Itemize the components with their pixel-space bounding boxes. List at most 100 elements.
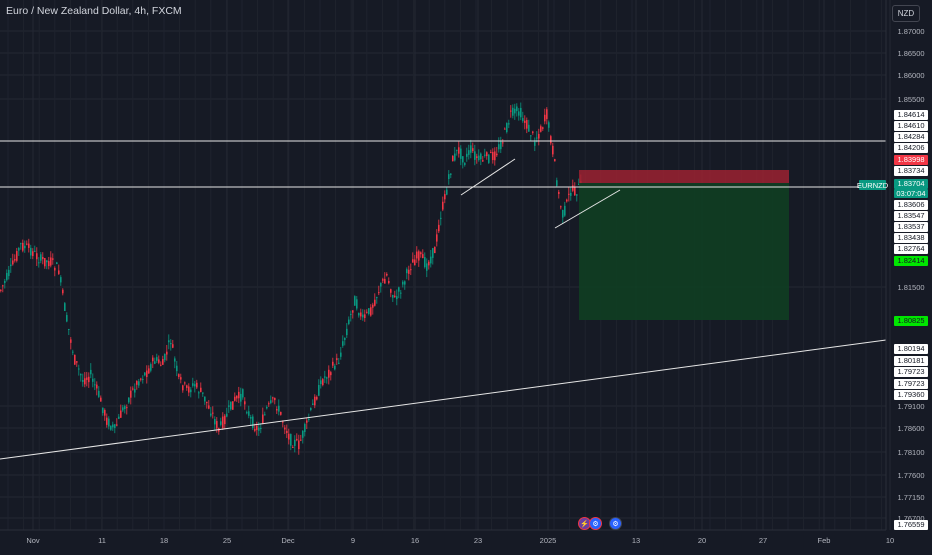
long-trend-line[interactable]: [0, 339, 887, 460]
candle-body: [310, 407, 312, 411]
candle-body: [436, 234, 438, 242]
price-label[interactable]: 1.84614: [894, 110, 928, 120]
price-label[interactable]: 1.80181: [894, 356, 928, 366]
candle-body: [558, 191, 560, 195]
candle-body: [324, 376, 326, 378]
candle-body: [24, 245, 26, 249]
candle-body: [138, 381, 140, 386]
price-label[interactable]: 1.83438: [894, 233, 928, 243]
candle-body: [276, 409, 278, 411]
bar-countdown: 03:07:04: [894, 189, 928, 198]
price-label[interactable]: 1.79360: [894, 390, 928, 400]
price-label[interactable]: 1.83547: [894, 211, 928, 221]
candle-body: [352, 310, 354, 313]
price-label[interactable]: 1.84610: [894, 121, 928, 131]
candle-body: [438, 224, 440, 232]
candle-body: [118, 416, 120, 419]
stop-loss-price-label[interactable]: 1.83998: [894, 155, 928, 165]
candle-body: [476, 156, 478, 158]
candle-body: [168, 340, 170, 343]
time-tick-label: 27: [759, 536, 767, 545]
candle-body: [396, 296, 398, 300]
last-price-label[interactable]: 1.83704: [894, 179, 928, 189]
candle-body: [136, 381, 138, 385]
price-label[interactable]: 1.79723: [894, 379, 928, 389]
candle-body: [468, 150, 470, 155]
candle-body: [162, 359, 164, 365]
candle-body: [342, 341, 344, 346]
price-label[interactable]: 1.79723: [894, 367, 928, 377]
price-tick-label: 1.87000: [897, 27, 924, 36]
candle-body: [550, 136, 552, 144]
price-label[interactable]: 1.84206: [894, 143, 928, 153]
settings-icon[interactable]: ⚙: [609, 517, 622, 530]
candle-body: [484, 154, 486, 156]
price-label[interactable]: 1.83734: [894, 166, 928, 176]
candle-body: [100, 397, 102, 402]
candle-body: [134, 388, 136, 393]
candle-body: [48, 261, 50, 267]
candle-body: [174, 358, 176, 362]
candle-body: [166, 351, 168, 355]
candle-body: [44, 258, 46, 267]
time-tick-label: 9: [351, 536, 355, 545]
candle-body: [18, 247, 20, 251]
candle-body: [460, 148, 462, 159]
take-profit-price-label[interactable]: 1.80825: [894, 316, 928, 326]
candle-body: [206, 401, 208, 404]
candle-body: [204, 396, 206, 402]
candle-body: [128, 397, 130, 403]
candle-body: [130, 390, 132, 398]
candle-body: [480, 153, 482, 160]
candle-body: [178, 374, 180, 377]
candle-body: [156, 357, 158, 361]
candle-body: [498, 144, 500, 150]
price-label[interactable]: 1.82764: [894, 244, 928, 254]
candle-body: [450, 173, 452, 175]
candle-body: [72, 351, 74, 353]
price-label[interactable]: 1.83606: [894, 200, 928, 210]
price-label[interactable]: 1.84284: [894, 132, 928, 142]
candle-body: [246, 412, 248, 414]
candle-body: [346, 328, 348, 336]
candle-body: [448, 174, 450, 180]
candle-body: [326, 377, 328, 379]
candle-body: [350, 313, 352, 315]
candle-body: [296, 438, 298, 441]
candle-body: [74, 354, 76, 365]
price-label[interactable]: 1.80194: [894, 344, 928, 354]
stop-loss-zone[interactable]: [579, 170, 789, 183]
candle-body: [380, 282, 382, 287]
candle-body: [562, 209, 564, 218]
symbol-title[interactable]: Euro / New Zealand Dollar, 4h, FXCM: [6, 5, 182, 17]
price-label[interactable]: 1.83537: [894, 222, 928, 232]
candle-body: [196, 382, 198, 388]
candle-body: [82, 379, 84, 382]
price-tick-label: 1.86000: [897, 71, 924, 80]
candle-body: [102, 407, 104, 414]
candle-body: [414, 259, 416, 266]
take-profit-zone[interactable]: [579, 183, 789, 320]
time-tick-label: 2025: [540, 536, 557, 545]
candle-body: [538, 133, 540, 139]
price-axis[interactable]: 1.87000 1.86500 1.86000 1.85500 1.81500 1.791…: [897, 27, 924, 523]
currency-button[interactable]: NZD: [892, 5, 920, 22]
price-label[interactable]: 1.76559: [894, 520, 928, 530]
rising-line[interactable]: [554, 189, 621, 229]
entry-price-label[interactable]: 1.82414: [894, 256, 928, 266]
candle-body: [110, 425, 112, 430]
time-axis[interactable]: Nov 11 18 25 Dec 9 16 23 2025 13 20 27 Feb 10: [26, 536, 894, 545]
settings-icon[interactable]: ⚙: [589, 517, 602, 530]
candle-body: [516, 106, 518, 112]
candle-body: [466, 153, 468, 157]
wedge-line[interactable]: [460, 158, 516, 196]
candle-body: [482, 160, 484, 162]
candle-body: [334, 365, 336, 370]
candle-body: [512, 107, 514, 116]
candle-body: [340, 352, 342, 357]
candle-body: [360, 312, 362, 317]
candle-body: [112, 424, 114, 428]
candle-body: [86, 377, 88, 380]
